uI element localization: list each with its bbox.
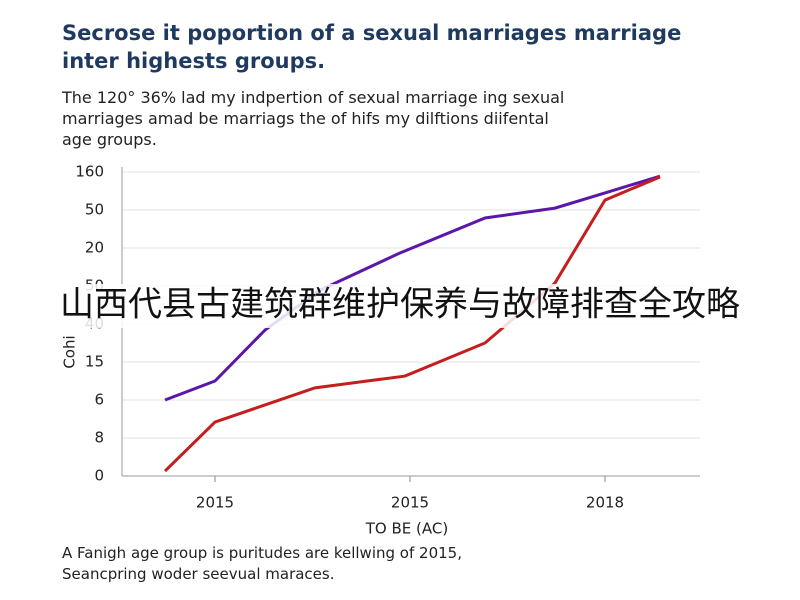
chart-subtitle-line: age groups. [62, 130, 157, 149]
y-tick-label: 0 [94, 467, 104, 485]
y-tick-label: 160 [75, 163, 104, 181]
y-axis-label: Cohi [61, 335, 79, 368]
chart-title: Secrose it poportion of a sexual marriag… [62, 21, 681, 73]
overlay-banner: 山西代县古建筑群维护保养与故障排查全攻略 [60, 285, 740, 325]
chart-subtitle-line: The 120° 36% lad my indpertion of sexual… [61, 88, 564, 107]
x-tick-label: 2015 [391, 494, 429, 512]
series-line [163, 175, 661, 473]
chart-subtitle-line: marriages amad be marriags the of hifs m… [62, 109, 549, 128]
chart-title-line: Secrose it poportion of a sexual marriag… [62, 21, 681, 45]
y-tick-label: 50 [85, 201, 104, 219]
series-line [164, 174, 661, 402]
chart-title-line: inter highests groups. [62, 49, 325, 73]
chart-caption-line: Seancpring woder seevual maraces. [62, 565, 334, 583]
x-axis-label: TO BE (AC) [365, 520, 448, 538]
chart-caption: A Fanigh age group is puritudes are kell… [62, 544, 462, 583]
y-tick-label: 20 [85, 239, 104, 257]
y-tick-label: 8 [94, 429, 104, 447]
y-tick-label: 6 [94, 391, 104, 409]
x-tick-label: 2015 [196, 494, 234, 512]
x-tick-label: 2018 [586, 494, 624, 512]
chart-subtitle: The 120° 36% lad my indpertion of sexual… [61, 88, 564, 149]
chart-caption-line: A Fanigh age group is puritudes are kell… [62, 544, 462, 562]
y-tick-label: 15 [85, 353, 104, 371]
banner-background [0, 284, 800, 328]
